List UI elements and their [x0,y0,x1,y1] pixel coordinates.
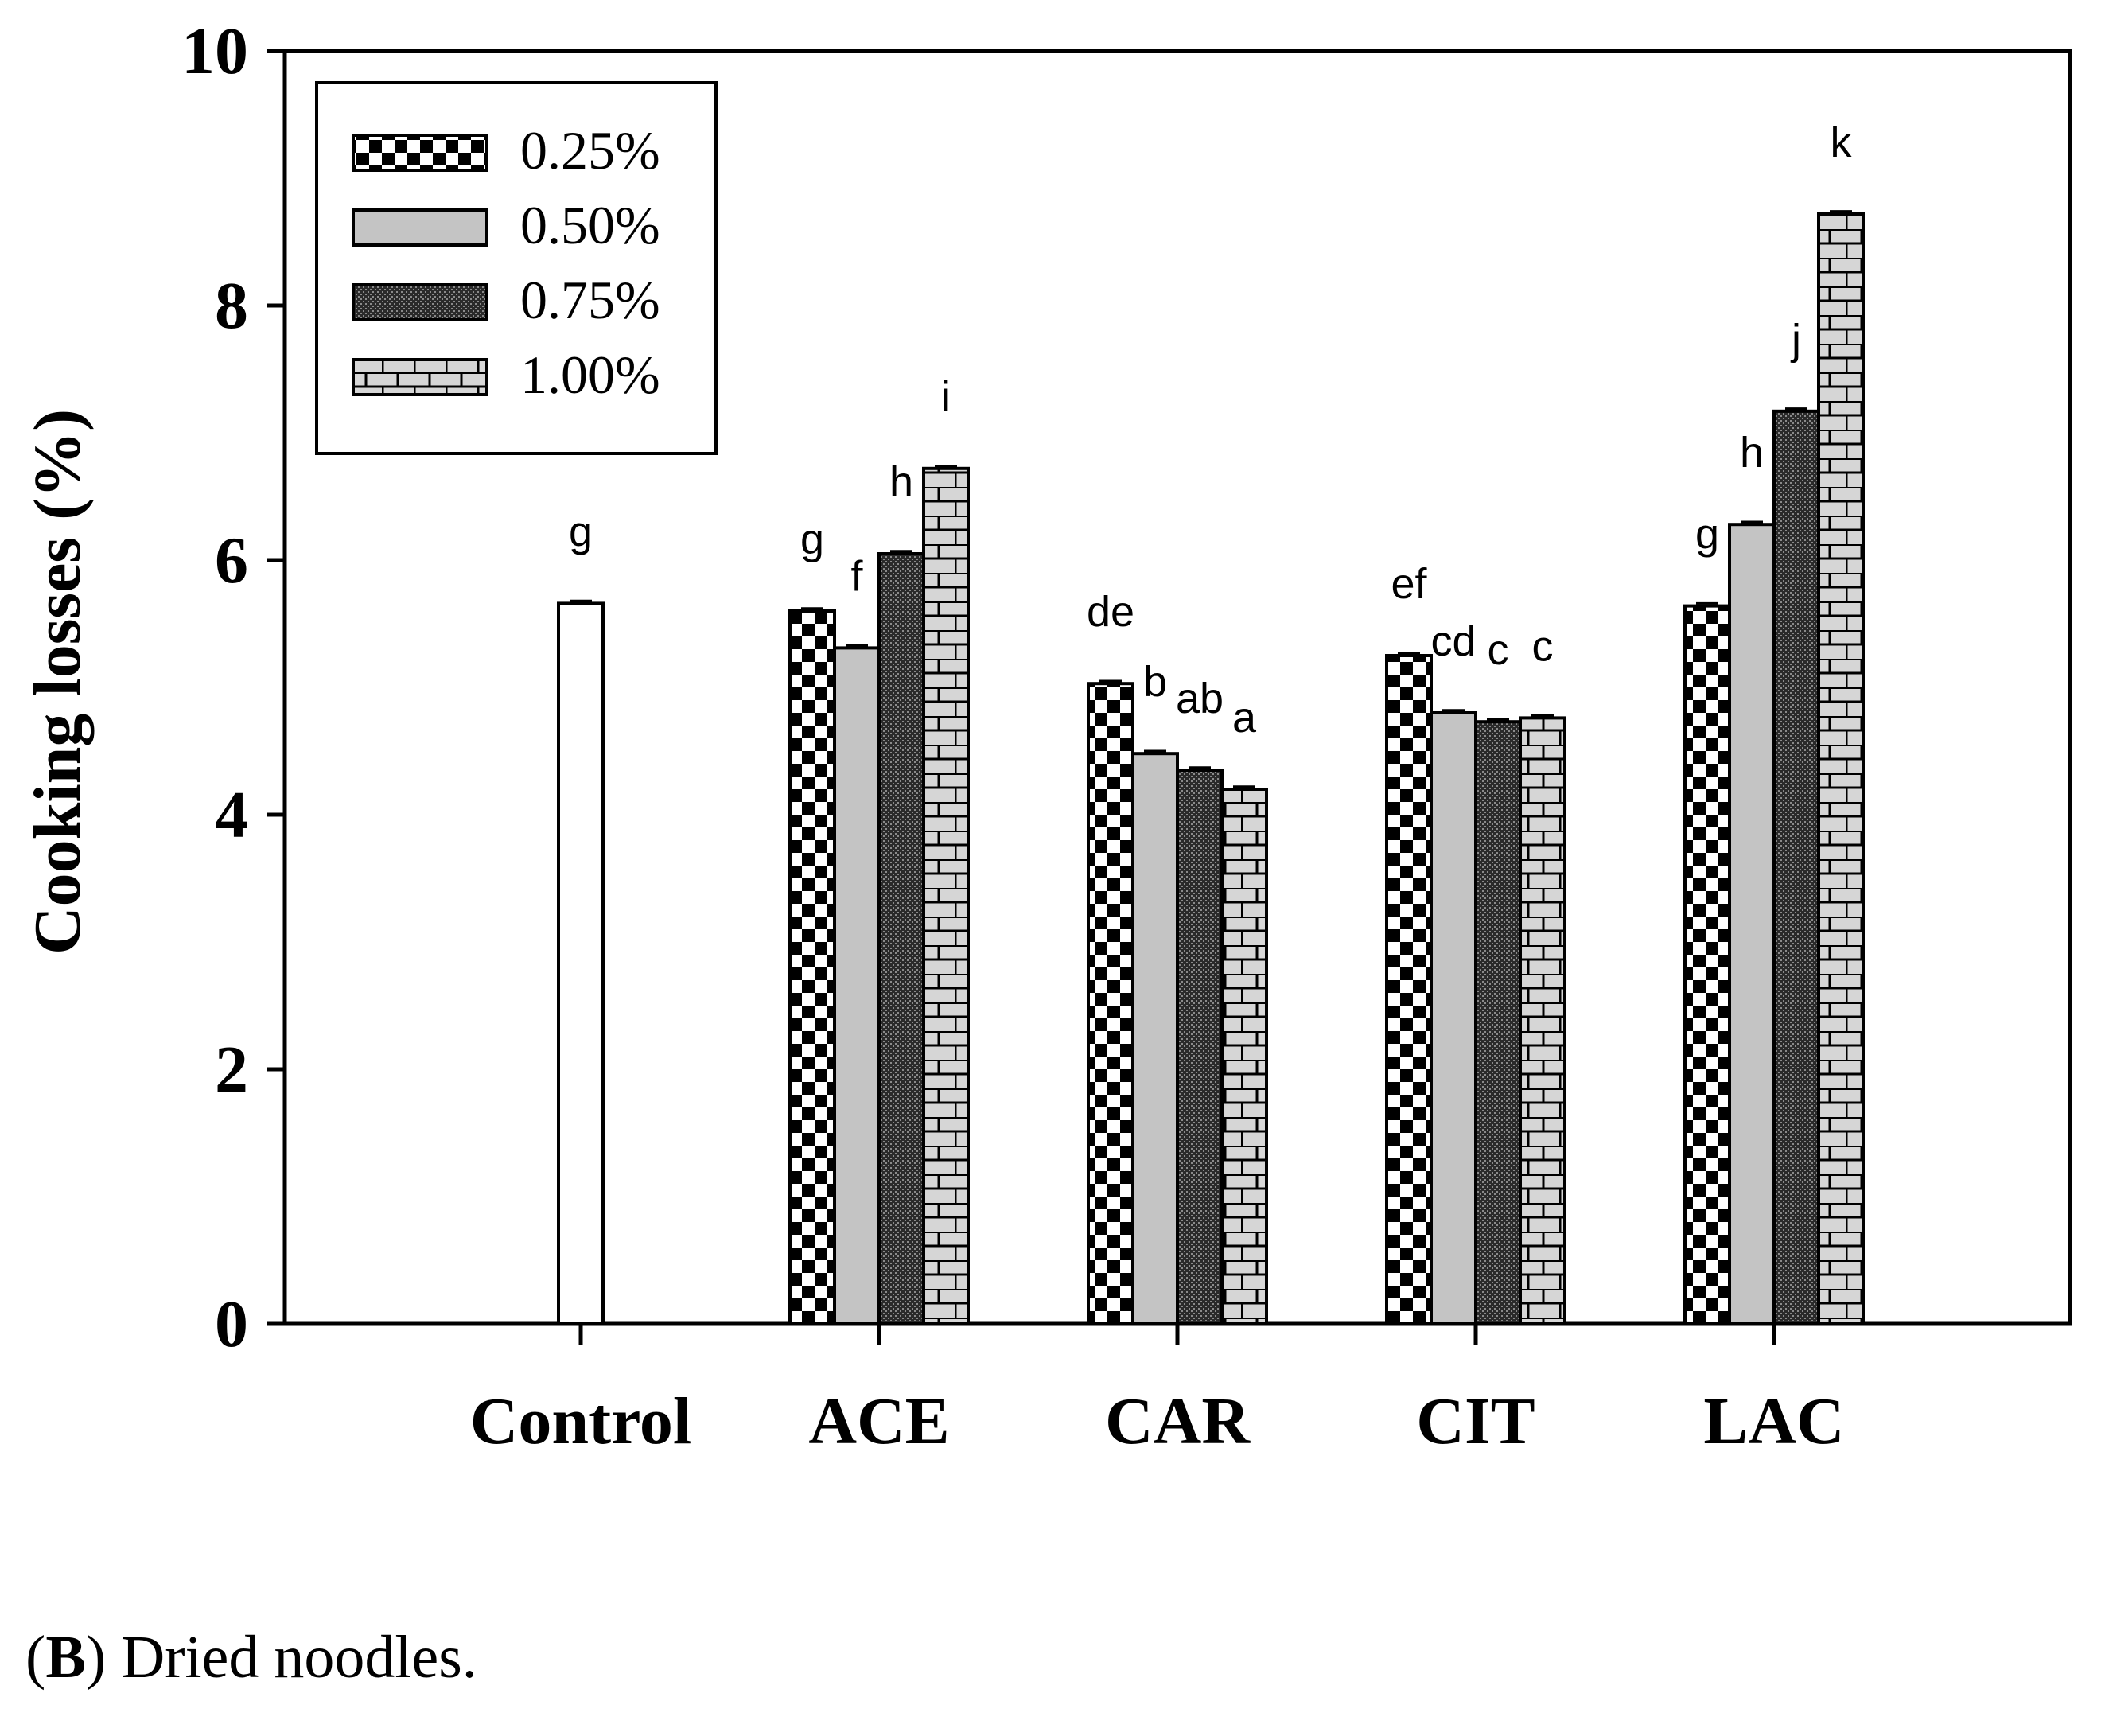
legend-label-0-75pct: 0.75% [520,270,660,330]
y-axis: 0 2 4 6 8 10 [181,14,285,1361]
x-tick-label-lac: LAC [1703,1384,1844,1458]
x-tick-label-ace: ACE [808,1384,949,1458]
bar-lac-0-75pct-letter: j [1790,316,1801,364]
bar-cit-0-75pct-letter: c [1488,626,1509,674]
x-axis: Control ACE CAR CIT LAC [470,1324,1845,1458]
bar-cit-0-25pct [1385,654,1433,1325]
bar-ace-1-00pct-letter: i [941,373,951,421]
caption-text: Dried noodles. [121,1624,477,1691]
bar-ace-0-75pct-letter: h [889,458,913,506]
bar-lac-0-50pct [1728,523,1776,1325]
y-tick-label-0: 0 [215,1287,248,1361]
figure-caption: (B) Dried noodles. [25,1624,477,1691]
bar-ace-0-75pct [877,552,925,1325]
legend-label-1-00pct: 1.00% [520,344,660,405]
bar-cit-1-00pct-letter: c [1532,622,1554,670]
bar-lac-0-25pct [1683,604,1731,1325]
legend-label-0-25pct: 0.25% [520,120,660,181]
bar-cit-0-25pct-letter: ef [1391,560,1427,608]
x-tick-label-car: CAR [1105,1384,1251,1458]
bar-lac-1-00pct [1817,212,1865,1325]
bar-ace-0-50pct-letter: f [850,552,863,600]
bar-cit-0-75pct [1474,720,1522,1325]
y-tick-label-4: 4 [215,778,248,852]
x-tick-label-cit: CIT [1416,1384,1535,1458]
bar-car-1-00pct-letter: a [1232,694,1257,741]
bar-ace-0-50pct [833,646,881,1325]
bar-ace-1-00pct [922,466,970,1325]
legend: 0.25% 0.50% 0.75% 1.00% [315,81,718,455]
x-tick-label-control: Control [470,1384,691,1458]
bar-cit-1-00pct [1519,716,1566,1325]
bar-control [557,601,605,1325]
bar-lac-0-25pct-letter: g [1695,511,1719,559]
bar-car-0-25pct-letter: de [1087,588,1134,636]
bar-car-0-25pct [1087,682,1134,1325]
bar-lac-1-00pct-letter: k [1831,119,1853,166]
caption-label: B [45,1624,87,1691]
legend-swatch-0-75pct [352,283,488,321]
legend-swatch-0-50pct [352,208,488,247]
bar-cit-0-50pct [1430,711,1477,1325]
bars [557,210,1865,1325]
bar-ace-0-25pct [788,609,836,1325]
legend-swatch-1-00pct [352,358,488,396]
y-tick-label-8: 8 [215,269,248,343]
bar-car-0-75pct-letter: ab [1176,675,1224,722]
bar-car-0-50pct [1131,752,1179,1325]
bar-cit-0-50pct-letter: cd [1430,617,1476,665]
bar-lac-0-75pct [1772,409,1820,1325]
y-tick-label-10: 10 [181,14,248,88]
bar-ace-0-25pct-letter: g [800,516,824,563]
y-axis-title: Cooking losses (%) [21,409,95,955]
bar-lac-0-50pct-letter: h [1740,429,1764,477]
bar-car-0-50pct-letter: b [1143,658,1167,706]
legend-swatch-0-25pct [352,134,488,172]
bar-car-0-75pct [1176,769,1224,1325]
y-tick-label-2: 2 [215,1033,248,1107]
legend-label-0-50pct: 0.50% [520,195,660,255]
bar-car-1-00pct [1220,788,1268,1325]
y-tick-label-6: 6 [215,524,248,597]
bar-control-letter: g [569,508,593,555]
